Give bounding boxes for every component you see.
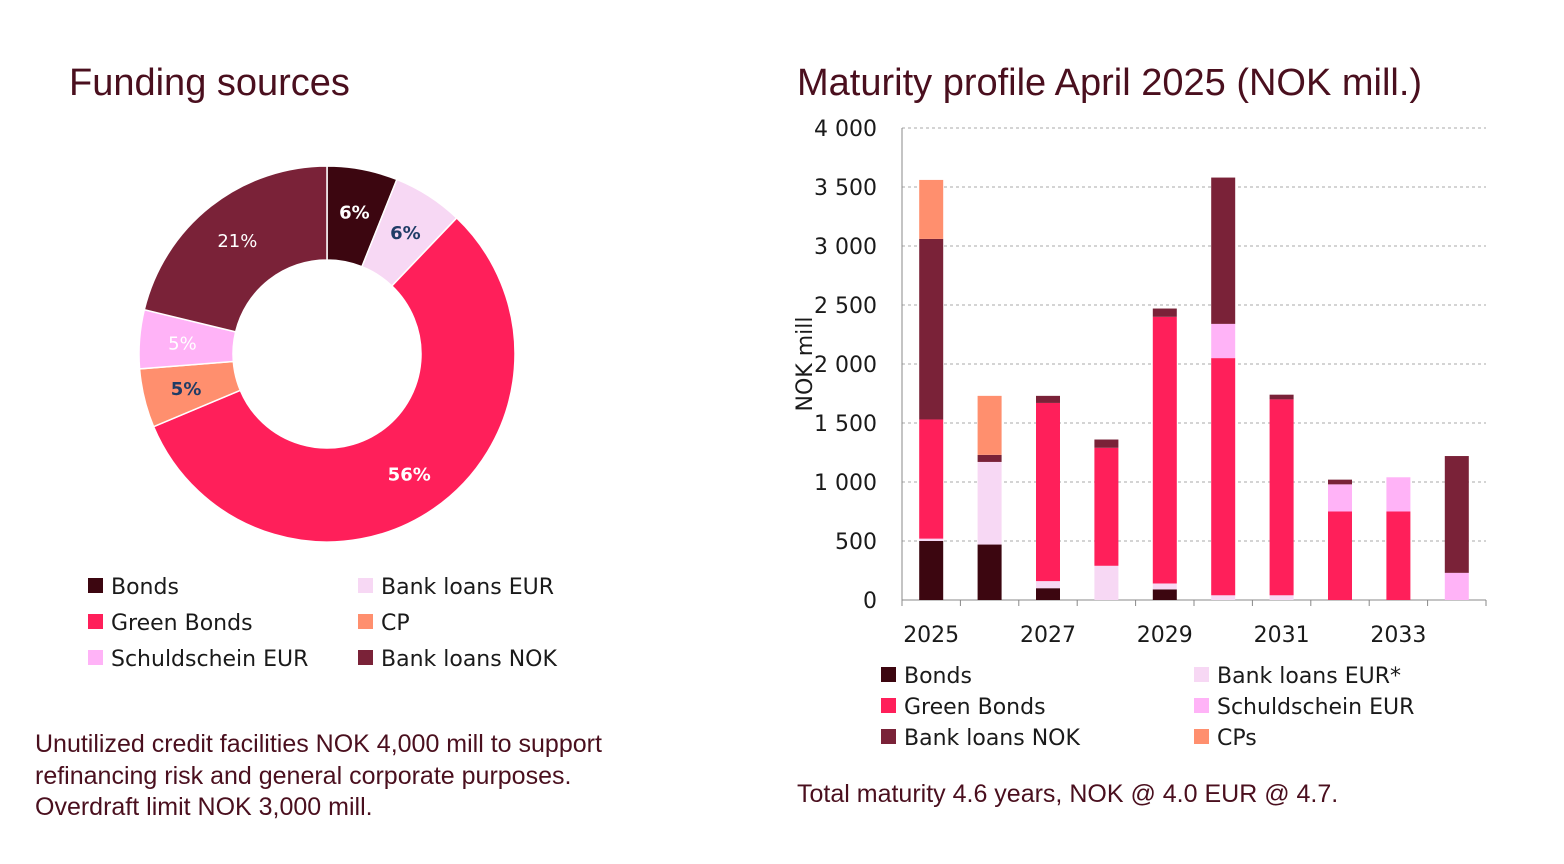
donut-legend-label-green-bonds: Green Bonds (111, 611, 253, 636)
bar-2027-green-bonds (1036, 402, 1060, 582)
donut-slice-green-bonds (152, 216, 516, 543)
bar-2027-bank-loans-eur (1036, 581, 1060, 589)
bar-2034-schuldschein-eur (1444, 572, 1469, 600)
x-tick-label-2027: 2027 (1020, 623, 1076, 648)
x-tick-label-2031: 2031 (1254, 623, 1310, 648)
bar-2026-bank-loans-eur (977, 461, 1002, 545)
bar-2027-bonds (1036, 588, 1060, 600)
bar-legend-label-green-bonds: Green Bonds (904, 695, 1046, 720)
bar-2030-schuldschein-eur (1211, 323, 1236, 359)
donut-legend-swatch-bonds (88, 578, 103, 593)
bar-legend-label-bonds: Bonds (904, 664, 972, 689)
y-tick-label-3500: 3 500 (814, 176, 877, 201)
donut-label-bank-loans-nok: 21% (217, 231, 257, 252)
bar-2028-bank-loans-eur (1094, 565, 1119, 600)
bar-2034-bank-loans-nok (1444, 456, 1469, 573)
y-tick-label-1500: 1 500 (814, 412, 877, 437)
bar-2030-green-bonds (1211, 358, 1236, 596)
funding-sources-title: Funding sources (69, 62, 350, 104)
total-maturity-note: Total maturity 4.6 years, NOK @ 4.0 EUR … (797, 780, 1339, 808)
bar-2029-green-bonds (1152, 316, 1177, 584)
donut-label-bonds: 6% (339, 203, 370, 224)
y-tick-label-3000: 3 000 (814, 235, 877, 260)
bar-2026-bonds (977, 544, 1002, 600)
credit-facilities-note-line-3: Overdraft limit NOK 3,000 mill. (35, 793, 373, 821)
donut-legend-swatch-bank-loans-eur (358, 578, 373, 593)
y-tick-label-500: 500 (835, 530, 877, 555)
bar-2025-bank-loans-eur (919, 538, 944, 541)
bar-2025-green-bonds (919, 419, 944, 539)
bar-2030-bank-loans-eur (1211, 595, 1236, 600)
bar-2028-green-bonds (1094, 447, 1119, 566)
bar-2026-bank-loans-nok (977, 454, 1002, 462)
donut-legend-label-bonds: Bonds (111, 575, 179, 600)
bar-legend-label-schuldschein-eur: Schuldschein EUR (1217, 695, 1414, 720)
donut-legend-swatch-cp (358, 614, 373, 629)
bar-2025-bonds (919, 541, 944, 600)
bar-2032-green-bonds (1328, 511, 1352, 600)
donut-legend-swatch-bank-loans-nok (358, 650, 373, 665)
x-tick-label-2029: 2029 (1137, 623, 1193, 648)
y-axis-title: NOK mill (793, 317, 818, 412)
y-tick-label-4000: 4 000 (814, 117, 877, 142)
bar-2031-bank-loans-eur (1269, 595, 1294, 600)
maturity-profile-title: Maturity profile April 2025 (NOK mill.) (797, 62, 1423, 104)
donut-legend-label-cp: CP (381, 611, 410, 636)
funding-sources-donut-chart: 6% 6% 56% 5% 5% 21% Bonds Bank loans EUR Green B… (88, 165, 557, 672)
y-tick-label-1000: 1 000 (814, 471, 877, 496)
bar-2025-bank-loans-nok (919, 238, 944, 420)
bar-2031-bank-loans-nok (1269, 394, 1294, 400)
donut-label-bank-loans-eur: 6% (390, 223, 421, 244)
bar-2026-cps (977, 395, 1002, 455)
bar-legend-swatch-green-bonds (881, 698, 896, 713)
bar-2029-bank-loans-nok (1152, 308, 1177, 317)
bar-2029-bank-loans-eur (1152, 583, 1177, 590)
bar-2031-green-bonds (1269, 399, 1294, 596)
donut-legend-swatch-schuldschein-eur (88, 650, 103, 665)
bar-legend-label-bank-loans-eur: Bank loans EUR* (1217, 664, 1401, 689)
bar-legend-label-bank-loans-nok: Bank loans NOK (904, 726, 1080, 751)
donut-legend-label-bank-loans-nok: Bank loans NOK (381, 647, 557, 672)
bar-legend-swatch-bonds (881, 667, 896, 682)
bar-legend-swatch-cps (1194, 729, 1209, 744)
bar-legend-swatch-bank-loans-nok (881, 729, 896, 744)
bar-2033-schuldschein-eur (1386, 477, 1411, 512)
credit-facilities-note: Unutilized credit facilities NOK 4,000 m… (35, 729, 715, 824)
x-tick-label-2025: 2025 (903, 623, 959, 648)
x-tick-label-2033: 2033 (1370, 623, 1426, 648)
bar-2027-bank-loans-nok (1036, 395, 1060, 403)
donut-slice-bank-loans-nok (143, 165, 328, 333)
y-tick-label-0: 0 (863, 589, 877, 614)
donut-label-green-bonds: 56% (388, 464, 431, 485)
donut-legend-label-schuldschein-eur: Schuldschein EUR (111, 647, 308, 672)
bar-2033-green-bonds (1386, 511, 1411, 600)
bar-legend-swatch-schuldschein-eur (1194, 698, 1209, 713)
bar-2028-bank-loans-nok (1094, 439, 1119, 448)
bar-2025-cps (919, 179, 944, 239)
y-tick-label-2000: 2 000 (814, 353, 877, 378)
credit-facilities-note-line-1: Unutilized credit facilities NOK 4,000 m… (35, 730, 602, 758)
bar-2029-bonds (1152, 589, 1177, 600)
bar-legend-label-cps: CPs (1217, 726, 1257, 751)
bar-2030-bank-loans-nok (1211, 177, 1236, 324)
bar-legend-swatch-bank-loans-eur (1194, 667, 1209, 682)
donut-label-schuldschein-eur: 5% (168, 334, 197, 355)
donut-legend-label-bank-loans-eur: Bank loans EUR (381, 575, 554, 600)
bar-2032-schuldschein-eur (1328, 484, 1352, 512)
y-tick-label-2500: 2 500 (814, 294, 877, 319)
bar-2032-bank-loans-nok (1328, 479, 1352, 485)
credit-facilities-note-line-2: refinancing risk and general corporate p… (35, 761, 572, 790)
donut-label-cp: 5% (171, 379, 202, 400)
donut-legend-swatch-green-bonds (88, 614, 103, 629)
